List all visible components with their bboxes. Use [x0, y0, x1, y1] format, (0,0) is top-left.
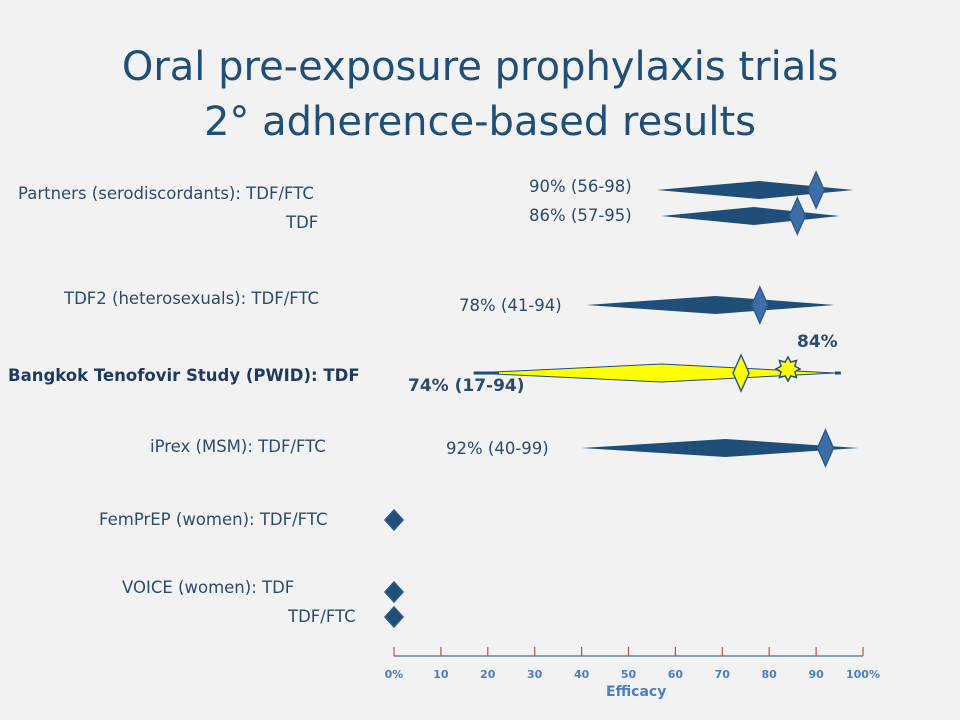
x-tick-label: 20	[480, 668, 496, 681]
row-label-iprex: iPrex (MSM): TDF/FTC	[150, 437, 326, 456]
row-label-voice-tdf: VOICE (women): TDF	[122, 578, 295, 597]
point-estimate-marker	[383, 580, 405, 604]
x-tick-label: 0%	[385, 668, 404, 681]
point-estimate-marker	[383, 508, 405, 532]
x-tick-label: 50	[621, 668, 637, 681]
row-label-femprep: FemPrEP (women): TDF/FTC	[99, 510, 328, 529]
x-tick-label: 80	[762, 668, 778, 681]
point-estimate-marker	[383, 605, 405, 629]
value-label-tdf2: 78% (41-94)	[459, 296, 562, 315]
x-tick-label: 90	[808, 668, 824, 681]
row-label-bangkok: Bangkok Tenofovir Study (PWID): TDF	[8, 366, 360, 385]
point-estimate-marker	[750, 285, 769, 325]
x-axis-title: Efficacy	[606, 684, 667, 700]
ci-bar	[656, 181, 854, 199]
value-label-partners-tdfftc: 90% (56-98)	[529, 177, 632, 196]
value-label-bangkok: 74% (17-94)	[408, 376, 525, 396]
point-estimate-marker	[732, 353, 750, 393]
ci-bar	[586, 296, 835, 314]
value-label-iprex: 92% (40-99)	[446, 439, 549, 458]
row-label-partners-tdfftc: Partners (serodiscordants): TDF/FTC	[18, 184, 314, 203]
x-tick-label: 40	[574, 668, 590, 681]
ci-bar	[661, 207, 840, 225]
slide-title-line2: 2° adherence-based results	[203, 99, 757, 145]
x-tick-label: 10	[433, 668, 449, 681]
x-tick-label: 30	[527, 668, 543, 681]
x-tick-label: 60	[668, 668, 684, 681]
point-estimate-marker	[788, 196, 807, 236]
x-tick-label: 100%	[846, 668, 880, 681]
x-tick-label: 70	[715, 668, 731, 681]
second-estimate-star	[774, 355, 802, 383]
slide-title-line1: Oral pre-exposure prophylaxis trials	[121, 44, 839, 90]
row-label-tdf2: TDF2 (heterosexuals): TDF/FTC	[64, 289, 320, 308]
row-label-voice-tdfftc: TDF/FTC	[288, 607, 356, 626]
row-label-partners-tdf: TDF	[286, 213, 319, 232]
ci-bar	[581, 439, 859, 457]
point-estimate-marker	[816, 428, 835, 468]
value-label-partners-tdf: 86% (57-95)	[529, 206, 632, 225]
point-estimate-marker	[807, 170, 825, 210]
value-label-bangkok-second: 84%	[797, 332, 838, 352]
